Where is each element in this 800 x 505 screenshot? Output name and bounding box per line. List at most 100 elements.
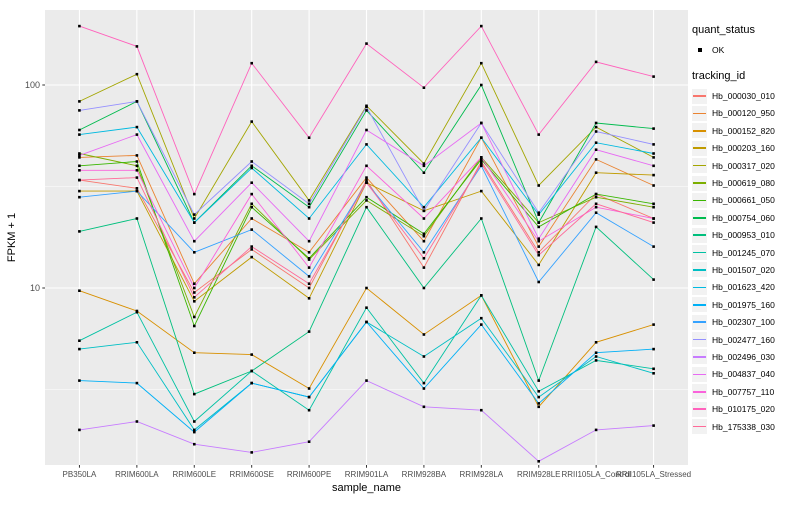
data-point-Hb_001245_070 — [652, 367, 655, 371]
data-point-Hb_002307_100 — [537, 280, 540, 284]
legend-item-Hb_000619_080: Hb_000619_080 — [692, 174, 798, 191]
data-point-Hb_000030_010 — [365, 178, 368, 182]
data-point-Hb_001507_020 — [422, 355, 426, 358]
data-point-Hb_000203_160 — [480, 189, 483, 193]
data-point-Hb_010175_020 — [365, 42, 368, 45]
legend-item-label: Hb_002496_030 — [712, 351, 775, 362]
data-point-Hb_007757_110 — [250, 192, 253, 196]
data-point-Hb_001623_420 — [365, 143, 368, 146]
data-point-Hb_001245_070 — [422, 381, 426, 385]
data-point-Hb_000152_820 — [652, 323, 655, 326]
data-point-Hb_004837_040 — [537, 237, 540, 240]
legend-item-label: Hb_000030_010 — [712, 91, 775, 102]
legend-item-Hb_007757_110: Hb_007757_110 — [692, 383, 798, 400]
legend-item-Hb_175338_030: Hb_175338_030 — [692, 418, 798, 435]
data-point-Hb_000619_080 — [193, 315, 196, 319]
data-point-Hb_000619_080 — [78, 152, 81, 155]
data-point-Hb_001975_160 — [594, 351, 598, 354]
data-point-Hb_000317_020 — [652, 156, 655, 159]
data-point-Hb_002307_100 — [422, 251, 426, 254]
data-point-Hb_000030_010 — [193, 291, 196, 294]
legend-title-quant-status: quant_status — [692, 24, 755, 36]
data-point-Hb_000754_060 — [250, 164, 253, 168]
data-point-Hb_007757_110 — [422, 217, 426, 220]
legend-item-Hb_004837_040: Hb_004837_040 — [692, 366, 798, 383]
legend-item-Hb_001507_020: Hb_001507_020 — [692, 261, 798, 278]
legend-item-Hb_000120_950: Hb_000120_950 — [692, 105, 798, 122]
data-point-Hb_000152_820 — [193, 351, 196, 354]
legend-item-label: Hb_001245_070 — [712, 247, 775, 258]
data-point-Hb_000661_050 — [365, 195, 368, 199]
data-point-Hb_000120_950 — [78, 156, 81, 159]
data-point-Hb_000152_820 — [307, 387, 311, 390]
legend-item-Hb_001623_420: Hb_001623_420 — [692, 279, 798, 296]
data-point-Hb_000120_950 — [422, 239, 426, 243]
data-point-Hb_007757_110 — [480, 156, 483, 159]
data-point-Hb_001245_070 — [250, 369, 253, 373]
data-point-Hb_002496_030 — [594, 428, 598, 432]
x-tick-label: RRIM600SE — [229, 470, 273, 479]
x-tick-label: RRIM901LA — [345, 470, 389, 479]
data-point-Hb_001623_420 — [135, 125, 139, 129]
data-point-Hb_175338_030 — [537, 253, 540, 257]
data-point-Hb_000030_010 — [422, 266, 426, 269]
data-point-Hb_001245_070 — [307, 408, 311, 412]
legend-key-swatch — [692, 227, 707, 243]
data-point-Hb_000953_010 — [78, 230, 81, 233]
data-point-Hb_001507_020 — [594, 355, 598, 358]
data-point-Hb_002496_030 — [250, 451, 253, 454]
data-point-Hb_002477_160 — [193, 213, 196, 216]
y-axis-title: FPKM + 1 — [6, 213, 18, 262]
data-point-Hb_010175_020 — [652, 75, 655, 78]
legend-item-Hb_010175_020: Hb_010175_020 — [692, 400, 798, 417]
legend-item-label: Hb_001623_420 — [712, 282, 775, 293]
x-tick-label: RRIM928BA — [402, 470, 447, 479]
data-point-Hb_000030_010 — [537, 251, 540, 254]
data-point-Hb_004837_040 — [250, 181, 253, 184]
data-point-Hb_010175_020 — [193, 192, 196, 196]
data-point-Hb_002477_160 — [250, 160, 253, 163]
data-point-Hb_002496_030 — [307, 440, 311, 443]
data-point-Hb_004837_040 — [135, 133, 139, 136]
legend-key-swatch — [692, 158, 707, 174]
data-point-Hb_000953_010 — [480, 217, 483, 220]
x-tick-label: RRIM600LE — [172, 470, 216, 479]
data-point-Hb_007757_110 — [652, 217, 655, 220]
data-point-Hb_001975_160 — [250, 381, 253, 385]
data-point-Hb_000120_950 — [307, 251, 311, 254]
data-point-Hb_000754_060 — [422, 171, 426, 174]
legend-key-swatch — [692, 401, 707, 417]
data-point-Hb_007757_110 — [365, 164, 368, 168]
data-point-Hb_000953_010 — [365, 205, 368, 209]
data-point-Hb_002496_030 — [480, 408, 483, 412]
data-point-Hb_002496_030 — [193, 442, 196, 446]
data-point-Hb_000152_820 — [537, 405, 540, 409]
y-tick-label: 10 — [30, 283, 40, 293]
data-point-Hb_000203_160 — [307, 297, 311, 300]
data-point-Hb_001245_070 — [594, 359, 598, 362]
data-point-Hb_004837_040 — [480, 121, 483, 125]
legend-key-swatch — [692, 140, 707, 156]
data-point-Hb_000754_060 — [307, 205, 311, 209]
data-point-Hb_000120_950 — [365, 176, 368, 179]
data-point-Hb_000152_820 — [250, 353, 253, 356]
data-point-Hb_175338_030 — [250, 245, 253, 248]
legend-key-swatch — [692, 245, 707, 261]
data-point-Hb_007757_110 — [594, 205, 598, 209]
legend-item-ok: OK — [692, 41, 798, 58]
legend-item-label: Hb_000619_080 — [712, 178, 775, 189]
data-point-Hb_001245_070 — [135, 310, 139, 314]
x-tick-label: PB350LA — [63, 470, 97, 479]
data-point-Hb_000754_060 — [365, 109, 368, 112]
data-point-Hb_000120_950 — [537, 245, 540, 248]
legend-item-label: Hb_000152_820 — [712, 125, 775, 136]
data-point-Hb_002496_030 — [652, 424, 655, 427]
data-point-Hb_004837_040 — [365, 128, 368, 132]
data-point-Hb_002307_100 — [480, 164, 483, 168]
data-point-Hb_000120_950 — [193, 282, 196, 285]
data-point-Hb_175338_030 — [594, 202, 598, 206]
data-point-Hb_002307_100 — [135, 189, 139, 193]
data-point-Hb_002477_160 — [652, 143, 655, 146]
